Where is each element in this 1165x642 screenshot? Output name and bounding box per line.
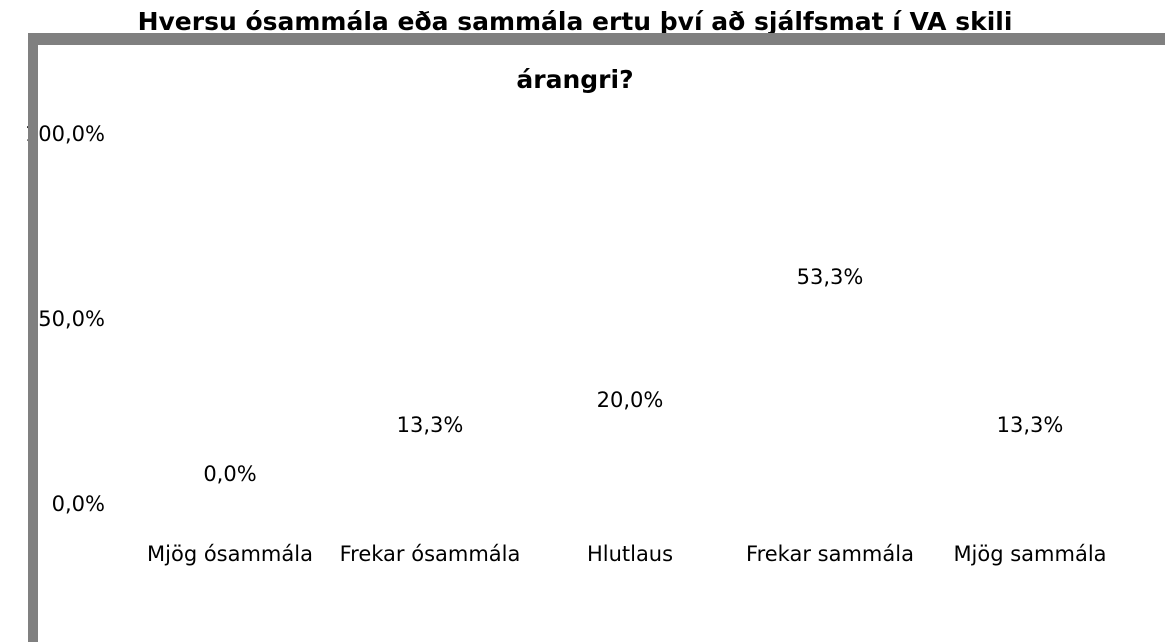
frame-top <box>28 33 1165 45</box>
chart-title: Hversu ósammála eða sammála ertu því að … <box>137 7 1013 94</box>
y-tick-label: 100,0% <box>25 122 105 146</box>
bar <box>970 455 1090 505</box>
data-label: 13,3% <box>397 413 464 437</box>
x-tick-label: Mjög sammála <box>953 542 1106 566</box>
data-label: 53,3% <box>797 265 864 289</box>
x-tick-label: Mjög ósammála <box>147 542 313 566</box>
bar <box>370 455 490 505</box>
y-tick-label: 50,0% <box>38 307 105 331</box>
y-tick-label: 0,0% <box>52 492 105 516</box>
x-tick-label: Frekar ósammála <box>340 542 521 566</box>
frame-left <box>28 33 38 642</box>
x-tick-label: Frekar sammála <box>746 542 914 566</box>
x-tick-label: Hlutlaus <box>587 542 673 566</box>
data-label: 20,0% <box>597 388 664 412</box>
data-label: 0,0% <box>203 462 256 486</box>
bar <box>770 307 890 505</box>
bar <box>570 431 690 505</box>
data-label: 13,3% <box>997 413 1064 437</box>
